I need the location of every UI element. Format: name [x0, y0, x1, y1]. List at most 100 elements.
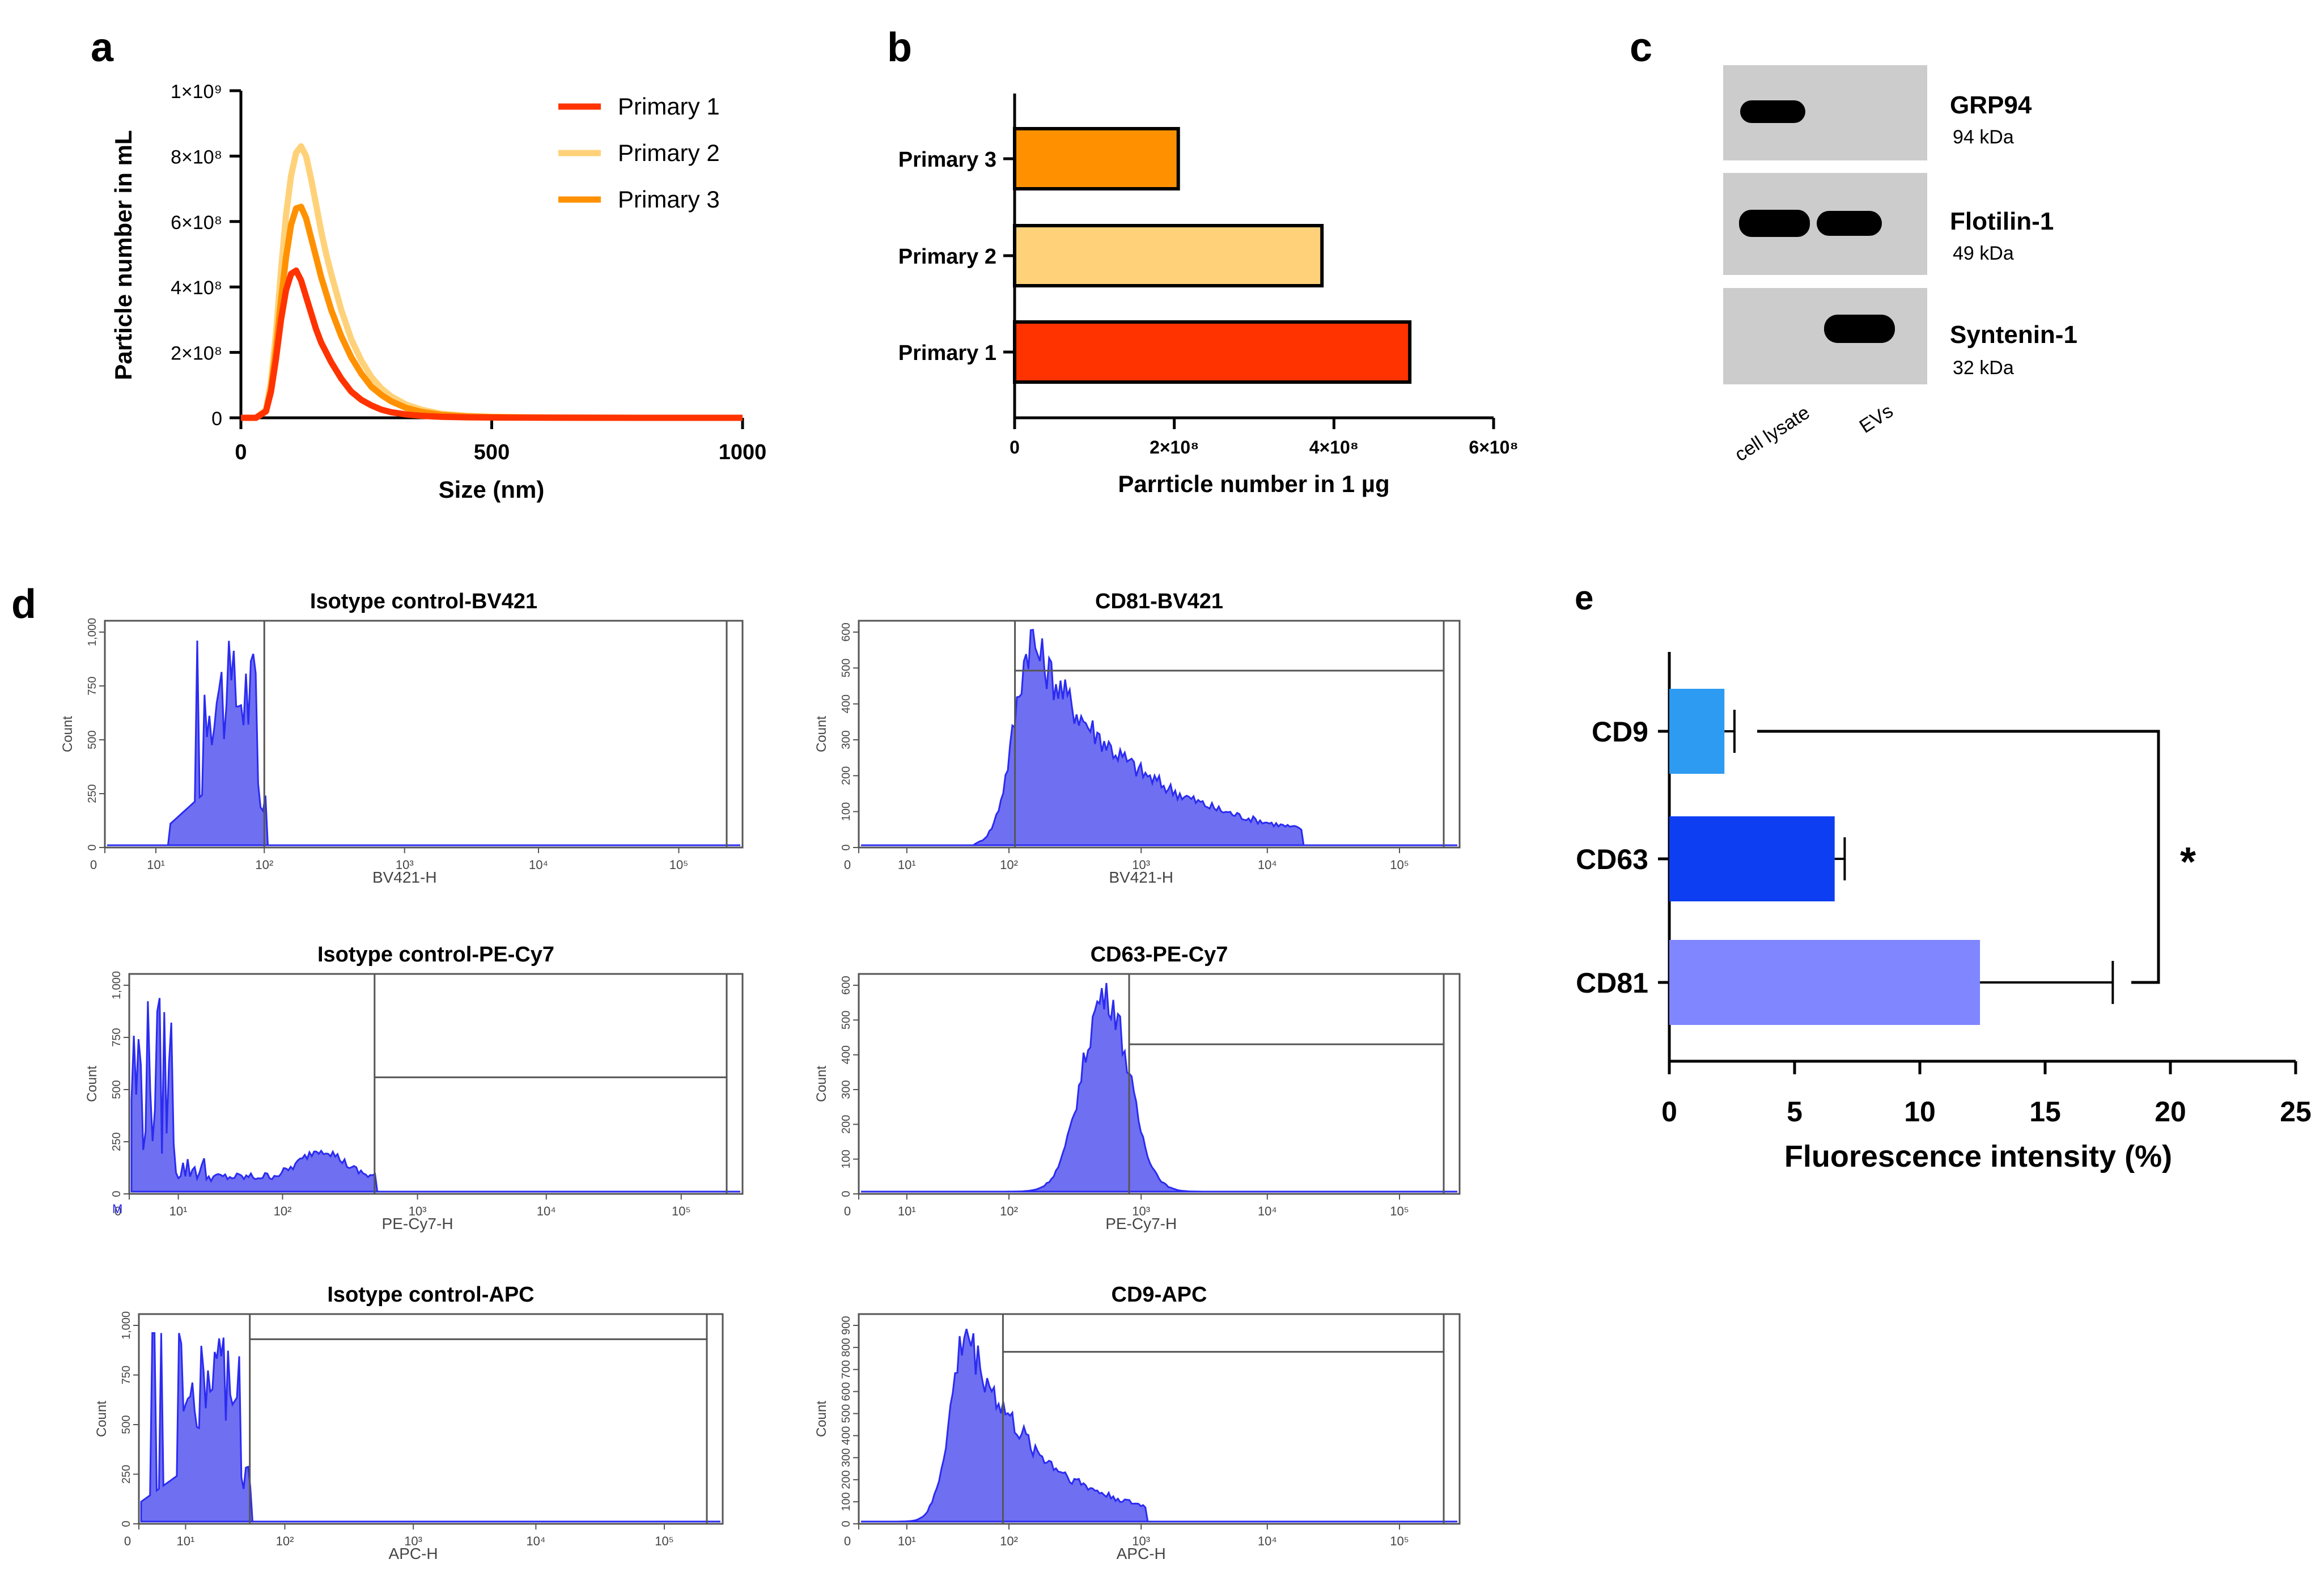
protein-size: 32 kDa: [1953, 357, 2014, 379]
panel-label-d: d: [11, 582, 36, 627]
panel-a: a 0 2×10⁸ 4×10⁸ 6×10⁸ 8×10⁸ 1×10⁹ 0 500 1000 Pa…: [91, 25, 766, 503]
b-bar: [1013, 224, 1324, 287]
flow-xtick-label: 10²: [1000, 1204, 1018, 1218]
a-ytick-label: 6×10⁸: [171, 212, 222, 234]
a-xtick-label: 0: [235, 440, 247, 464]
flow-xtick-label: 10⁴: [537, 1204, 556, 1218]
panel-b: b Primary 3 Primary 2 Primary 1 0 2×10⁸ 4×10…: [887, 25, 1519, 497]
flow-ytick-label: 100: [840, 1150, 853, 1168]
flow-xtick-label: 10¹: [898, 858, 916, 872]
flow-xtick-label: 10³: [1132, 858, 1150, 872]
flow-xtick-label: 10³: [409, 1204, 427, 1218]
b-bar: [1013, 127, 1180, 190]
a-ytick-label: 4×10⁸: [171, 277, 222, 299]
flow-xtick-label: 0: [114, 1204, 121, 1218]
flow-xtick-label: 10⁴: [1258, 1204, 1277, 1218]
flow-xlabel: APC-H: [389, 1545, 438, 1562]
flow-xtick-label: 10⁵: [672, 1204, 691, 1218]
flow-ytick-label: 500: [120, 1415, 133, 1434]
flow-ytick-label: 500: [86, 730, 99, 749]
flow-xtick-label: 10⁴: [1258, 858, 1277, 872]
panel-label-b: b: [887, 25, 912, 70]
flow-plot-title: CD81-BV421: [1095, 590, 1223, 613]
a-xtick-label: 1000: [719, 440, 767, 464]
significance-star: *: [2180, 840, 2196, 885]
a-legend-label-2: Primary 2: [618, 139, 720, 166]
flow-ytick-label: 400: [840, 1426, 853, 1445]
a-ytick-label: 0: [211, 408, 222, 430]
significance-line: [1757, 730, 2160, 984]
flow-frame: [858, 620, 1461, 849]
flow-xtick-label: 0: [844, 858, 851, 872]
flow-plot-title: CD9-APC: [1112, 1283, 1207, 1307]
flow-xtick-label: 10⁵: [1390, 1204, 1409, 1218]
flow-xtick-label: 10⁵: [669, 858, 689, 872]
e-bar: [1669, 689, 1725, 774]
flow-xtick-label: 10³: [396, 858, 414, 872]
flow-ytick-label: 1,000: [86, 618, 99, 646]
a-ytick-label: 8×10⁸: [171, 146, 222, 168]
b-category-label: Primary 1: [898, 341, 996, 365]
flow-plot: Isotype control-PE-Cy7 0 250 500 750 1,000 Cou…: [84, 943, 744, 1232]
blot-band: [1817, 211, 1882, 236]
e-bar: [1669, 816, 1835, 901]
flow-xtick-label: 10²: [1000, 858, 1018, 872]
flow-xtick-label: 10⁵: [655, 1534, 674, 1548]
flow-histogram: [107, 640, 740, 846]
e-xtick-label: 5: [1787, 1096, 1803, 1128]
flow-ytick-label: 0: [840, 1190, 853, 1197]
flow-plot-title: Isotype control-APC: [327, 1283, 534, 1307]
lane-label-evs: EVs: [1856, 400, 1897, 438]
flow-frame: [858, 973, 1461, 1195]
protein-size: 49 kDa: [1953, 243, 2014, 264]
flow-frame: [138, 1313, 724, 1525]
panel-label-c: c: [1630, 25, 1652, 70]
flow-xtick-label: 10²: [274, 1204, 292, 1218]
blot-band: [1740, 100, 1805, 123]
significance-bracket: *: [1757, 730, 2196, 984]
flow-plot: CD63-PE-Cy7 0 100 200 300 400 500 600 Count 0 10¹ 1…: [814, 943, 1461, 1232]
flow-ytick-label: 750: [111, 1028, 123, 1046]
panel-e: e CD9 CD63 CD81 0 5 10 15 20 25 * Fluorescence …: [1575, 579, 2312, 1173]
flow-marker-label: M: [112, 1202, 122, 1216]
e-xtick-label: 0: [1661, 1096, 1677, 1128]
flow-xtick-label: 10²: [255, 858, 273, 872]
e-xtick-label: 15: [2029, 1096, 2061, 1128]
flow-ytick-label: 600: [840, 622, 853, 641]
a-legend: Primary 1 Primary 2 Primary 3: [558, 93, 720, 213]
flow-xtick-label: 10⁴: [1258, 1534, 1277, 1548]
flow-ytick-label: 750: [120, 1366, 133, 1384]
flow-xtick-label: 0: [844, 1204, 851, 1218]
flow-plot: CD9-APC 0 100 200 300 400 500 600 700 800 900 Count…: [814, 1283, 1461, 1562]
flow-ylabel: Count: [60, 716, 75, 752]
flow-ylabel: Count: [814, 716, 829, 752]
flow-ylabel: Count: [94, 1401, 109, 1437]
e-xtick-label: 25: [2280, 1096, 2312, 1128]
flow-xtick-label: 10¹: [898, 1534, 916, 1548]
flow-xtick-label: 0: [90, 858, 97, 872]
flow-ytick-label: 400: [840, 694, 853, 713]
b-xtick-label: 4×10⁸: [1309, 437, 1359, 457]
flow-ytick-label: 800: [840, 1338, 853, 1357]
blot-band: [1739, 210, 1810, 237]
flow-xtick-label: 10³: [1132, 1534, 1150, 1548]
flow-ytick-label: 200: [840, 1471, 853, 1489]
flow-frame: [128, 973, 744, 1195]
b-category-label: Primary 3: [898, 148, 996, 172]
flow-ylabel: Count: [814, 1401, 829, 1437]
flow-xlabel: PE-Cy7-H: [1105, 1215, 1177, 1232]
flow-ytick-label: 300: [840, 1080, 853, 1099]
flow-ytick-label: 500: [840, 1404, 853, 1423]
flow-ytick-label: 100: [840, 1492, 853, 1511]
flow-xtick-label: 10³: [404, 1534, 422, 1548]
a-xtick-label: 500: [474, 440, 510, 464]
panel-label-a: a: [91, 25, 114, 70]
flow-ytick-label: 750: [86, 676, 99, 695]
flow-ytick-label: 250: [111, 1132, 123, 1151]
b-xtick-label: 0: [1010, 437, 1020, 457]
flow-ytick-label: 0: [86, 844, 99, 850]
blot-strip: [1723, 288, 1927, 384]
flow-ytick-label: 0: [120, 1520, 133, 1527]
flow-histogram: [130, 998, 740, 1193]
flow-xtick-label: 10¹: [898, 1204, 916, 1218]
